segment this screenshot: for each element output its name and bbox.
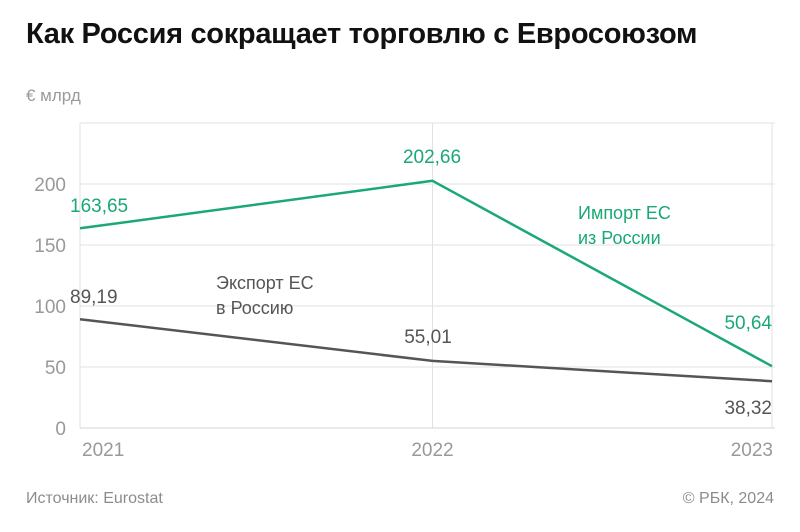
series-line-import [79,179,773,368]
y-tick-label: 100 [34,297,66,318]
chart-grid [79,122,775,429]
x-tick-label: 2021 [82,440,124,461]
y-tick-label: 0 [55,419,66,440]
chart-title: Как Россия сокращает торговлю с Евросоюз… [26,18,698,50]
chart-series-lines [79,179,773,383]
series-name-label: Импорт ЕС [578,203,671,223]
data-label: 202,66 [403,147,461,168]
series-line-export [79,317,773,383]
chart-axis-ticks: 0 50 100 150 200 2021 2022 2023 [34,175,773,461]
y-tick-label: 150 [34,236,66,257]
data-label: 50,64 [724,313,772,334]
chart-labels: 163,65 202,66 50,64 89,19 55,01 38,32 Импорт Е… [70,147,772,419]
source-note: Источник: Eurostat [26,490,163,507]
y-tick-label: 200 [34,175,66,196]
unit-label: € млрд [26,86,81,105]
y-tick-label: 50 [45,358,66,379]
data-label: 38,32 [724,398,772,419]
copyright-note: © РБК, 2024 [682,490,774,507]
data-label: 89,19 [70,287,118,308]
series-name-label: в Россию [216,298,293,318]
x-tick-label: 2023 [731,440,773,461]
series-name-label: из России [578,228,661,248]
series-name-label: Экспорт ЕС [216,273,314,293]
x-tick-label: 2022 [411,440,453,461]
data-label: 55,01 [404,327,452,348]
data-label: 163,65 [70,196,128,217]
